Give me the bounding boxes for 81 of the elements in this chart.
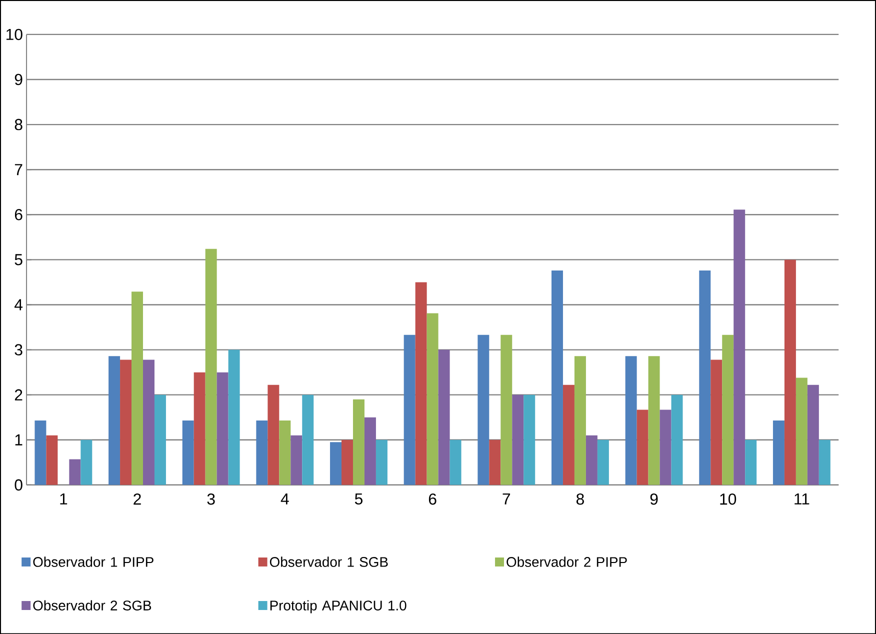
bar bbox=[625, 356, 637, 485]
bar bbox=[154, 394, 166, 485]
bar bbox=[80, 440, 92, 485]
bar bbox=[34, 420, 46, 485]
bar bbox=[772, 420, 784, 485]
x-tick-label: 3 bbox=[207, 493, 215, 505]
bar bbox=[818, 440, 830, 485]
bar bbox=[450, 440, 462, 485]
y-tick-label: 3 bbox=[14, 344, 22, 356]
bar bbox=[710, 360, 722, 485]
bar bbox=[143, 360, 154, 485]
bar bbox=[302, 394, 314, 485]
x-tick-label: 6 bbox=[428, 493, 436, 505]
y-tick-label: 2 bbox=[14, 389, 22, 400]
y-tick-label: 9 bbox=[14, 74, 22, 86]
bar bbox=[699, 270, 711, 485]
x-tick-label: 7 bbox=[502, 493, 510, 504]
x-tick-label: 9 bbox=[650, 493, 658, 505]
bar bbox=[120, 360, 132, 485]
bar bbox=[524, 394, 536, 485]
bar bbox=[512, 394, 524, 485]
bar bbox=[342, 440, 353, 485]
bar bbox=[671, 394, 683, 485]
y-tick-label: 7 bbox=[14, 164, 22, 175]
y-tick-label: 0 bbox=[14, 479, 22, 490]
bar bbox=[194, 372, 206, 485]
bar bbox=[551, 270, 563, 485]
bar bbox=[636, 410, 648, 485]
x-tick-label: 10 bbox=[720, 493, 736, 505]
bar bbox=[268, 384, 280, 485]
x-tick-label: 2 bbox=[134, 493, 141, 504]
bar bbox=[500, 334, 512, 485]
bar bbox=[807, 384, 819, 485]
y-tick-label: 8 bbox=[14, 118, 22, 130]
legend-label: Observador 2 SGB bbox=[33, 600, 152, 610]
bar bbox=[290, 435, 302, 485]
legend-label: Prototip APANICU 1.0 bbox=[270, 600, 406, 614]
bar bbox=[426, 313, 438, 485]
bar bbox=[216, 372, 228, 485]
bar bbox=[745, 440, 757, 485]
bar bbox=[489, 440, 501, 485]
bar bbox=[352, 399, 364, 485]
bar bbox=[586, 435, 598, 485]
legend-label: Observador 1 PIPP bbox=[33, 556, 154, 567]
bar bbox=[660, 410, 672, 485]
bar bbox=[438, 350, 450, 485]
bar bbox=[648, 356, 660, 485]
bar bbox=[69, 459, 81, 485]
bar bbox=[228, 350, 240, 485]
bar bbox=[132, 292, 143, 485]
x-tick-label: 8 bbox=[576, 493, 584, 505]
bar bbox=[722, 334, 734, 485]
bar bbox=[478, 334, 490, 485]
bar bbox=[415, 282, 427, 485]
bar bbox=[108, 356, 120, 485]
bar bbox=[562, 384, 574, 485]
bar bbox=[279, 420, 291, 485]
y-tick-label: 6 bbox=[14, 208, 22, 220]
bar bbox=[404, 334, 416, 485]
bar bbox=[330, 442, 342, 485]
bar bbox=[256, 420, 268, 485]
x-tick-label: 5 bbox=[354, 493, 362, 504]
x-tick-label: 11 bbox=[794, 493, 810, 504]
bar bbox=[734, 210, 746, 485]
y-tick-label: 10 bbox=[6, 28, 22, 40]
bar bbox=[796, 378, 808, 485]
y-tick-label: 1 bbox=[15, 434, 22, 446]
x-tick-label: 1 bbox=[60, 493, 68, 504]
bar bbox=[574, 356, 586, 485]
bar bbox=[376, 440, 388, 485]
bar bbox=[182, 420, 194, 485]
legend-label: Observador 1 SGB bbox=[270, 556, 388, 567]
bar bbox=[784, 260, 796, 485]
bar bbox=[205, 248, 217, 485]
bar bbox=[46, 435, 58, 485]
bar bbox=[597, 440, 609, 485]
y-tick-label: 5 bbox=[14, 254, 22, 266]
legend-label: Observador 2 PIPP bbox=[506, 556, 627, 567]
bar bbox=[364, 417, 376, 485]
y-tick-label: 4 bbox=[14, 299, 23, 310]
x-tick-label: 4 bbox=[280, 493, 289, 504]
